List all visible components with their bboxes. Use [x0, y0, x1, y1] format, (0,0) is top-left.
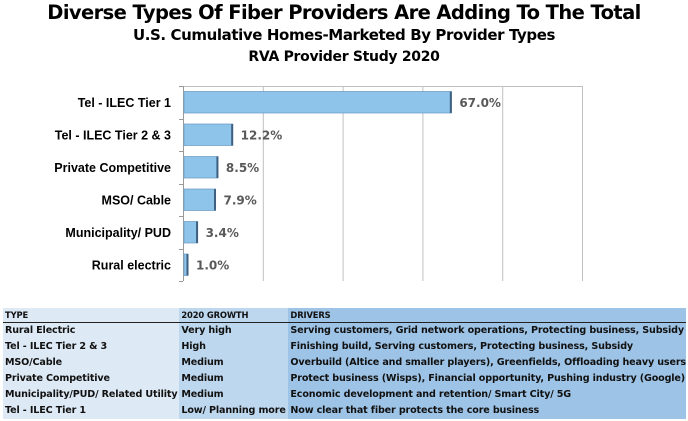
category-axis	[179, 86, 184, 282]
cell-type: Private Competitive	[3, 371, 180, 387]
value-label: 3.4%	[206, 226, 239, 240]
table-row: Private Competitive Medium Protect busin…	[3, 371, 686, 387]
drivers-table: TYPE 2020 GROWTH DRIVERS Rural Electric …	[3, 308, 686, 419]
cell-growth: Medium	[179, 355, 289, 371]
cell-type: Municipality/PUD/ Related Utility	[3, 387, 180, 403]
bar-chart: Tel - ILEC Tier 1 67.0% Tel - ILEC Tier 2 …	[54, 86, 583, 282]
category-label: Municipality/ PUD	[65, 226, 171, 240]
cell-drivers: Now clear that fiber protects the core b…	[288, 403, 686, 419]
bar	[183, 188, 216, 211]
cell-drivers: Serving customers, Grid network operatio…	[288, 322, 686, 339]
bar	[183, 123, 234, 146]
bar-edge	[214, 189, 217, 211]
table-row: Tel - ILEC Tier 2 & 3 High Finishing bui…	[3, 339, 686, 355]
value-label: 67.0%	[459, 96, 501, 110]
table-row: MSO/Cable Medium Overbuild (Altice and s…	[3, 355, 686, 371]
gridlines	[183, 86, 583, 281]
cell-growth: High	[179, 339, 289, 355]
main-title: Diverse Types Of Fiber Providers Are Add…	[47, 1, 641, 24]
value-label: 12.2%	[241, 128, 283, 142]
category-label: Tel - ILEC Tier 1	[78, 96, 171, 110]
bars	[183, 91, 452, 276]
table-row: Rural Electric Very high Serving custome…	[3, 322, 686, 339]
chart-subtitle: U.S. Cumulative Homes-Marketed By Provid…	[132, 26, 556, 44]
cell-type: Tel - ILEC Tier 2 & 3	[3, 339, 180, 355]
value-label: 8.5%	[226, 161, 259, 175]
cell-growth: Very high	[179, 322, 289, 339]
bar	[183, 91, 452, 114]
labels: Tel - ILEC Tier 1 67.0% Tel - ILEC Tier 2 …	[54, 96, 501, 273]
table-row: Tel - ILEC Tier 1 Low/ Planning more Now…	[3, 403, 686, 419]
cell-drivers: Finishing build, Serving customers, Prot…	[288, 339, 686, 355]
bar-edge	[449, 91, 452, 113]
bar-edge	[186, 254, 189, 276]
header-growth: 2020 GROWTH	[179, 308, 289, 323]
cell-drivers: Economic development and retention/ Smar…	[288, 387, 686, 403]
cell-drivers: Overbuild (Altice and smaller players), …	[288, 355, 686, 371]
value-label: 7.9%	[224, 193, 257, 207]
cell-growth: Medium	[179, 371, 289, 387]
category-label: MSO/ Cable	[102, 193, 172, 207]
bar	[183, 221, 198, 244]
value-label: 1.0%	[196, 258, 229, 272]
cell-type: Tel - ILEC Tier 1	[3, 403, 180, 419]
cell-drivers: Protect business (Wisps), Financial oppo…	[288, 371, 686, 387]
cell-type: MSO/Cable	[3, 355, 180, 371]
table-header-row: TYPE 2020 GROWTH DRIVERS	[3, 308, 686, 323]
bar	[183, 156, 219, 179]
cell-type: Rural Electric	[3, 322, 180, 339]
bar-edge	[196, 221, 199, 243]
category-label: Tel - ILEC Tier 2 & 3	[55, 128, 171, 142]
category-label: Rural electric	[92, 258, 171, 272]
category-label: Private Competitive	[54, 161, 171, 175]
source-line: RVA Provider Study 2020	[248, 49, 440, 65]
cell-growth: Medium	[179, 387, 289, 403]
bar-edge	[231, 124, 234, 146]
header-type: TYPE	[3, 308, 180, 323]
header-drivers: DRIVERS	[288, 308, 686, 323]
bar-edge	[216, 156, 219, 178]
table-row: Municipality/PUD/ Related Utility Medium…	[3, 387, 686, 403]
cell-growth: Low/ Planning more	[179, 403, 289, 419]
